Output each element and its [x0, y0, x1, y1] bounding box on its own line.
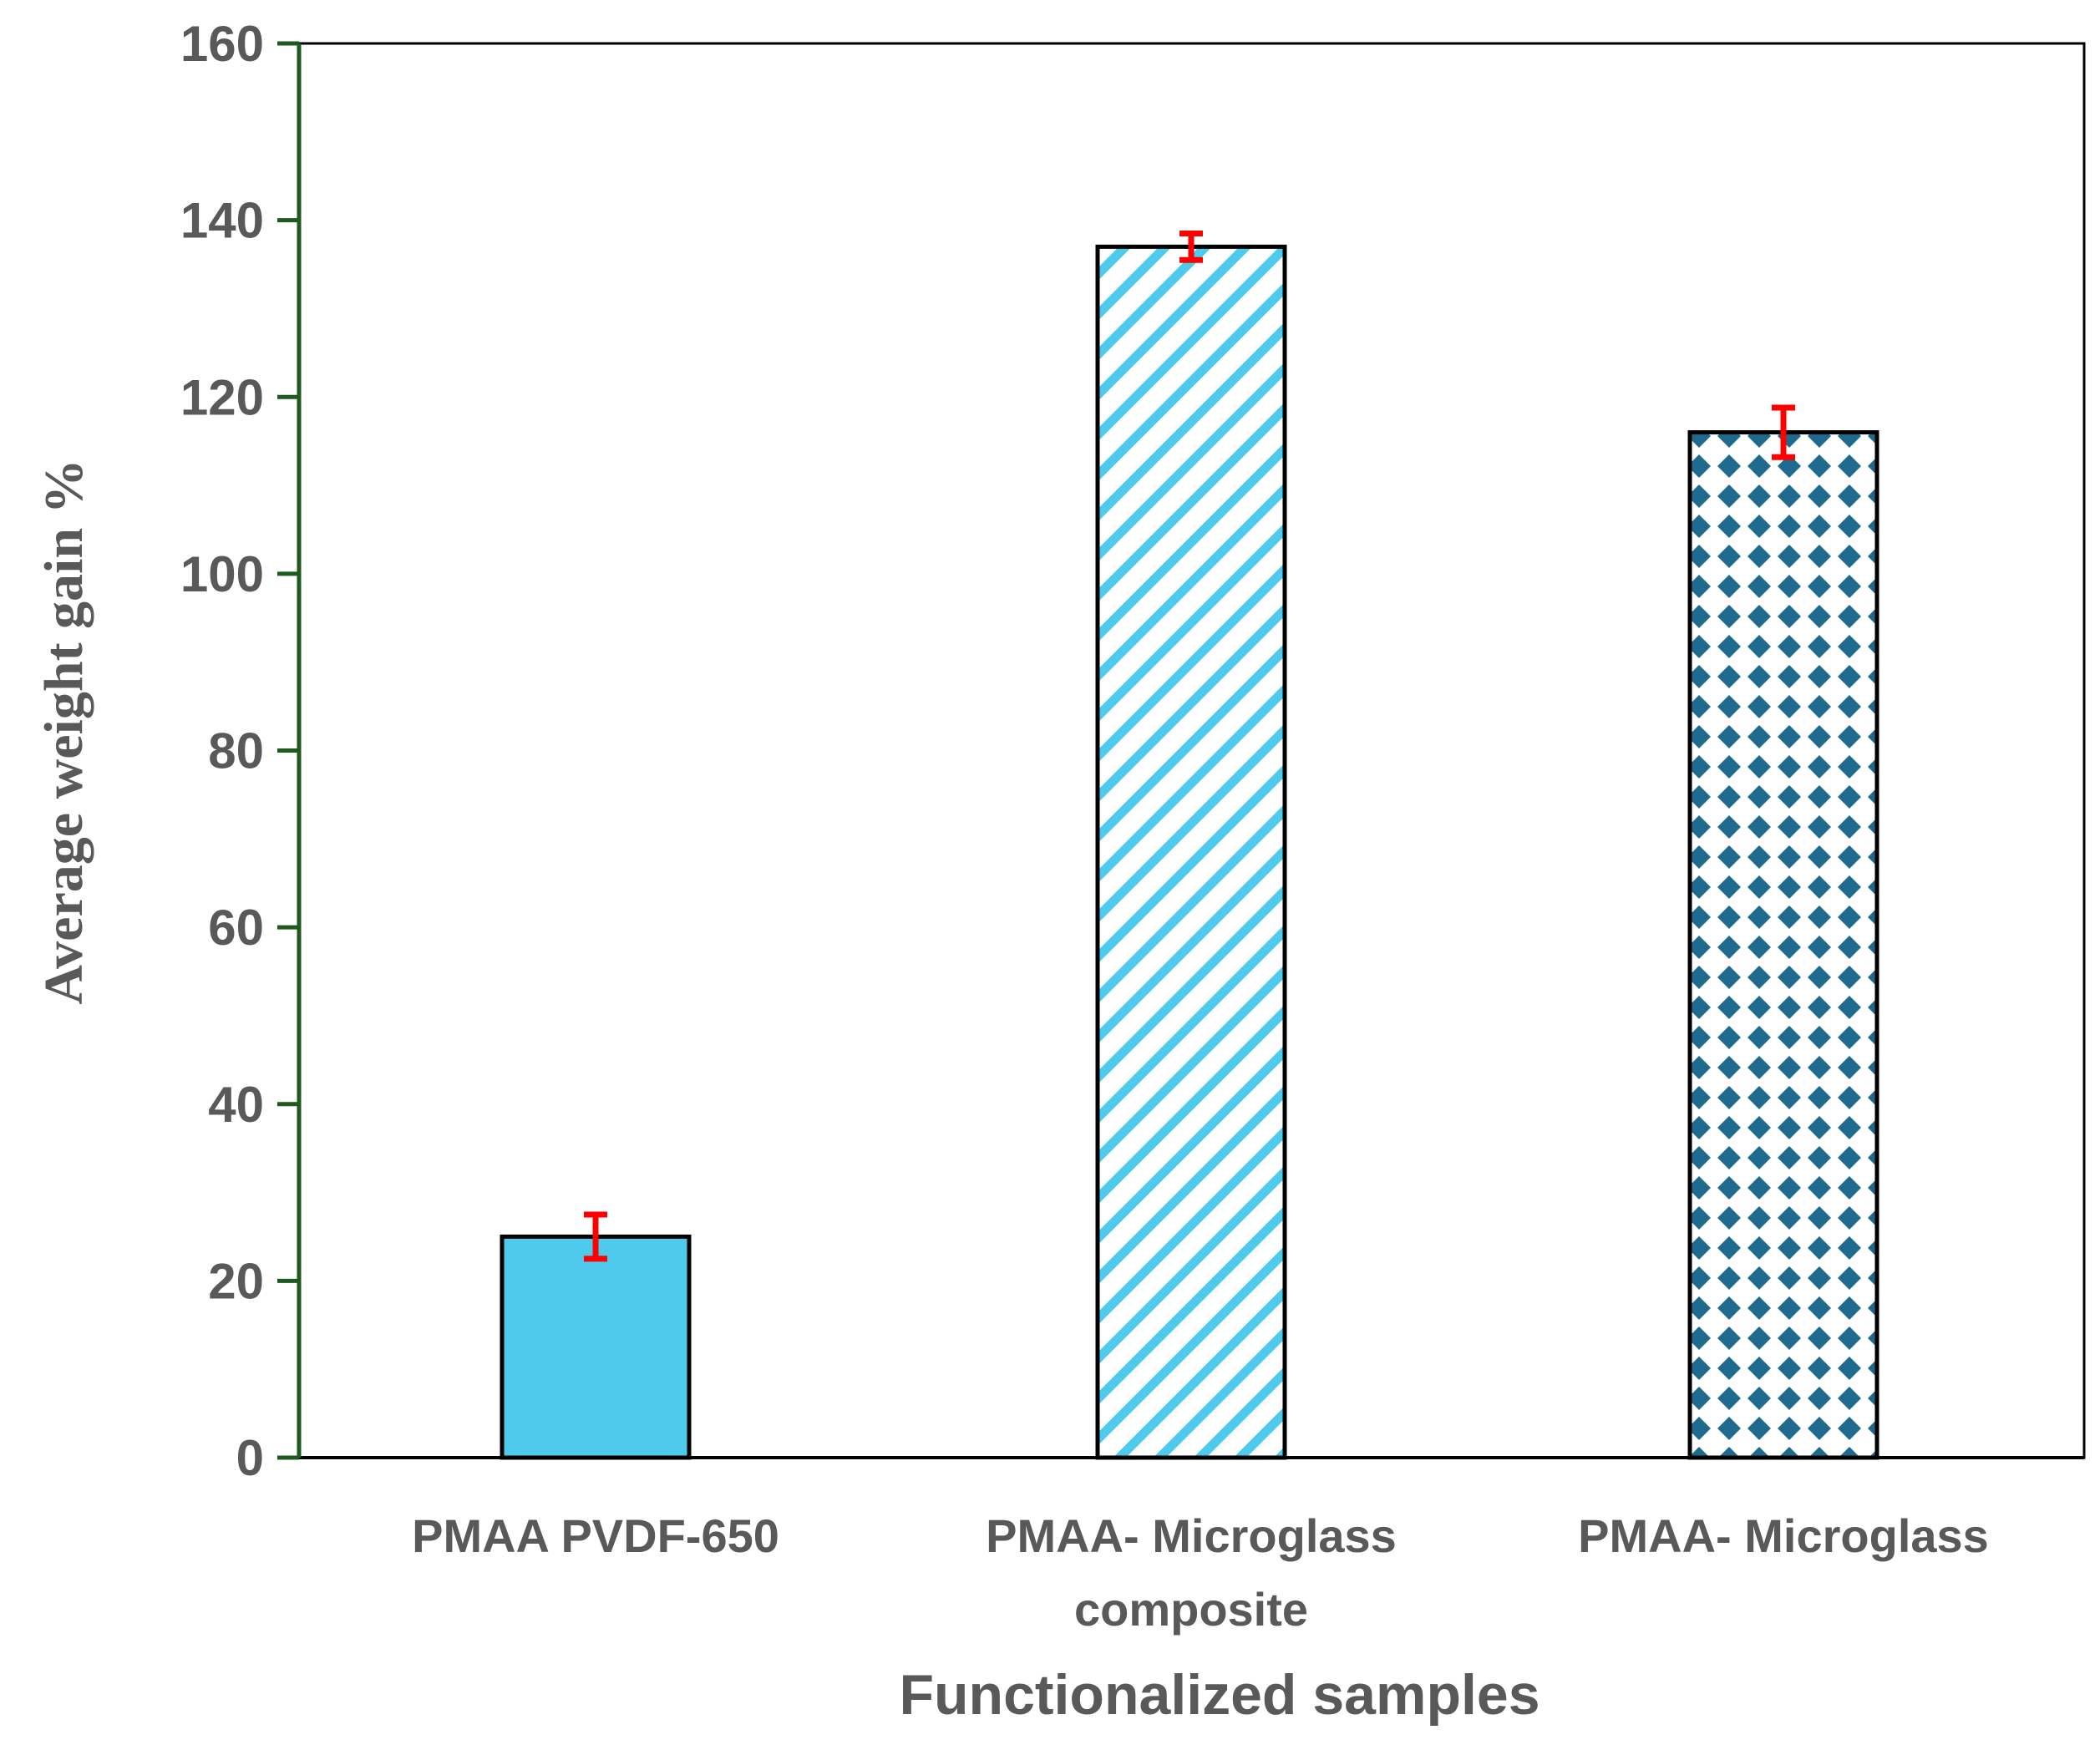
y-axis-title: Average weight gain % [33, 459, 94, 1004]
y-tick-label: 160 [180, 16, 264, 72]
y-tick-label: 100 [180, 546, 264, 602]
y-tick-label: 80 [208, 723, 264, 779]
x-axis-title: Functionalized samples [899, 1663, 1539, 1727]
y-tick-label: 20 [208, 1253, 264, 1309]
x-category-label: PMAA PVDF-650 [412, 1509, 779, 1562]
x-category-label: PMAA- Microglass [986, 1509, 1397, 1562]
y-tick-label: 120 [180, 369, 264, 425]
bar-3 [1687, 430, 1879, 1460]
bar-2 [1095, 244, 1287, 1460]
y-tick-label: 0 [236, 1430, 264, 1486]
y-tick-label: 60 [208, 900, 264, 956]
x-category-label: PMAA- Microglass [1578, 1509, 1989, 1562]
y-tick-label: 140 [180, 193, 264, 249]
x-category-label: composite [1074, 1583, 1308, 1636]
bar-1 [500, 1234, 692, 1460]
y-tick-label: 40 [208, 1077, 264, 1133]
